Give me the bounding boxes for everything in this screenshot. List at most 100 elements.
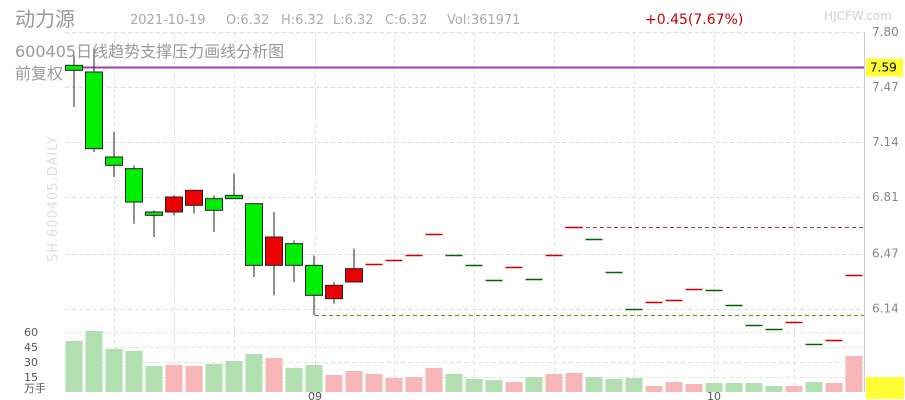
candle bbox=[65, 55, 83, 107]
candle bbox=[205, 195, 223, 232]
candle bbox=[125, 165, 143, 224]
volume-bar bbox=[85, 331, 103, 392]
volume-bar bbox=[325, 375, 343, 392]
candle bbox=[265, 212, 283, 296]
volume-bar bbox=[565, 373, 583, 392]
volume-bar bbox=[525, 377, 543, 392]
volume-bar bbox=[305, 365, 323, 392]
volume-tick-label: 45 bbox=[24, 341, 38, 354]
volume-bar bbox=[425, 368, 443, 392]
candle-body bbox=[105, 156, 123, 166]
candle-body bbox=[265, 236, 283, 266]
volume-bar bbox=[125, 351, 143, 392]
price-tick-label: 7.80 bbox=[872, 25, 899, 39]
price-tick-label: 6.81 bbox=[872, 190, 899, 204]
volume-bar bbox=[225, 361, 243, 392]
volume-tick-label: 30 bbox=[24, 356, 38, 369]
volume-bar bbox=[645, 386, 663, 392]
adjust-label: 前复权 bbox=[15, 64, 63, 83]
candle bbox=[85, 48, 103, 152]
resistance-marker: 7.59 bbox=[866, 58, 903, 77]
volume-bar bbox=[105, 349, 123, 392]
volume-bar bbox=[845, 356, 863, 392]
candle bbox=[225, 173, 243, 200]
volume-bar bbox=[385, 378, 403, 392]
close-label: C:6.32 bbox=[385, 13, 427, 28]
date-label: 2021-10-19 bbox=[130, 13, 206, 28]
last-volume-marker bbox=[866, 377, 904, 399]
volume-bar bbox=[685, 384, 703, 392]
resistance-marker-box bbox=[866, 58, 903, 77]
volume-bar bbox=[725, 383, 743, 392]
candle-body bbox=[225, 194, 243, 200]
candle-body bbox=[85, 71, 103, 150]
candle bbox=[325, 282, 343, 304]
candles bbox=[65, 48, 863, 346]
candle-body bbox=[185, 189, 203, 206]
x-tick-label: 09 bbox=[308, 390, 322, 400]
volume-bar bbox=[665, 382, 683, 392]
price-tick-label: 7.14 bbox=[872, 135, 899, 149]
stock-name: 动力源 bbox=[15, 7, 75, 31]
volume-label: Vol:361971 bbox=[447, 13, 520, 28]
chart-subtitle: 600405日线趋势支撑压力画线分析图 bbox=[15, 42, 284, 61]
price-axis: 7.80 7.47 7.14 6.81 6.47 6.14 bbox=[872, 25, 899, 316]
volume-bar bbox=[245, 354, 263, 392]
volume-bar bbox=[705, 383, 723, 392]
candle-body bbox=[145, 211, 163, 216]
change-label: +0.45(7.67%) bbox=[645, 12, 743, 28]
volume-bar bbox=[205, 364, 223, 392]
volume-bar bbox=[345, 371, 363, 392]
volume-bar bbox=[465, 379, 483, 392]
volume-tick-label: 15 bbox=[24, 371, 38, 384]
volume-bars bbox=[65, 331, 863, 392]
vertical-side-label: SH.600405.DAILY bbox=[46, 135, 61, 262]
volume-bar bbox=[185, 366, 203, 392]
volume-bar bbox=[605, 379, 623, 392]
candle-body bbox=[325, 284, 343, 300]
candle bbox=[145, 210, 163, 237]
volume-bar bbox=[545, 374, 563, 392]
volume-bar bbox=[785, 386, 803, 392]
candle bbox=[245, 203, 263, 277]
volume-bar bbox=[585, 377, 603, 392]
volume-bar bbox=[405, 377, 423, 392]
volume-bar bbox=[145, 366, 163, 392]
candle bbox=[165, 195, 183, 216]
candle-body bbox=[285, 243, 303, 266]
volume-bar bbox=[505, 382, 523, 392]
volume-bar bbox=[625, 378, 643, 392]
volume-unit-label: 万手 bbox=[24, 381, 46, 395]
volume-bar bbox=[165, 365, 183, 392]
candle bbox=[305, 255, 323, 316]
x-axis: 09 10 bbox=[308, 390, 721, 400]
candle bbox=[185, 189, 203, 214]
resistance-marker-label: 7.59 bbox=[870, 61, 897, 75]
volume-bar bbox=[265, 358, 283, 392]
candle-body bbox=[125, 168, 143, 203]
x-tick-label: 10 bbox=[707, 390, 721, 400]
volume-bar bbox=[65, 341, 83, 392]
volume-bar bbox=[765, 386, 783, 392]
volume-bar bbox=[285, 368, 303, 392]
candle-body bbox=[345, 268, 363, 283]
price-tick-label: 6.14 bbox=[872, 302, 899, 316]
open-label: O:6.32 bbox=[226, 13, 269, 28]
volume-tick-label: 60 bbox=[24, 326, 38, 339]
candle-body bbox=[245, 203, 263, 266]
candle bbox=[105, 132, 123, 177]
candle bbox=[285, 240, 303, 282]
grid-lines bbox=[65, 32, 865, 392]
watermark: HJCFW.com bbox=[824, 9, 892, 23]
candle-body bbox=[305, 264, 323, 296]
candle-body bbox=[65, 64, 83, 71]
price-tick-label: 6.47 bbox=[872, 247, 899, 261]
volume-bar bbox=[485, 380, 503, 392]
volume-bar bbox=[825, 383, 843, 392]
low-label: L:6.32 bbox=[333, 13, 374, 28]
candle-body bbox=[165, 196, 183, 213]
candle-body bbox=[205, 198, 223, 211]
